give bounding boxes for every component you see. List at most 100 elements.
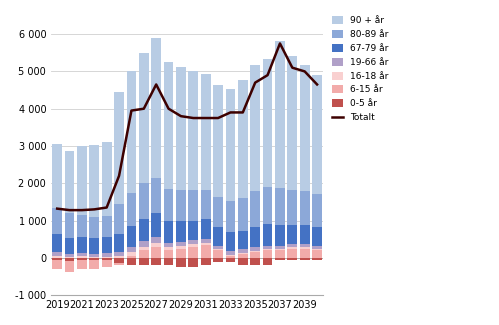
Totalt <box>228 111 234 114</box>
Bar <box>263 249 272 250</box>
Bar <box>287 190 297 225</box>
Bar <box>250 251 260 252</box>
Bar <box>52 252 62 256</box>
Bar <box>114 92 124 204</box>
Bar <box>189 221 198 240</box>
Bar <box>312 250 322 258</box>
Bar <box>151 178 161 213</box>
Bar <box>52 256 62 258</box>
Bar <box>89 238 99 254</box>
Totalt <box>166 107 172 111</box>
Bar <box>238 80 248 198</box>
Bar <box>226 232 235 251</box>
Bar <box>300 244 309 247</box>
Bar <box>275 246 285 249</box>
Bar <box>139 219 149 241</box>
Totalt <box>190 116 196 120</box>
Bar <box>300 258 309 260</box>
Bar <box>127 226 136 247</box>
Bar <box>127 258 136 265</box>
Bar <box>114 234 124 252</box>
Bar <box>77 260 87 269</box>
Totalt <box>116 174 122 178</box>
Bar <box>139 241 149 247</box>
Bar <box>201 219 211 239</box>
Bar <box>77 146 87 214</box>
Bar <box>77 237 87 253</box>
Bar <box>102 260 111 267</box>
Bar <box>52 234 62 252</box>
Bar <box>52 258 62 260</box>
Bar <box>89 145 99 217</box>
Totalt <box>91 207 97 211</box>
Bar <box>201 243 211 245</box>
Totalt <box>252 81 258 84</box>
Bar <box>312 227 322 246</box>
Totalt <box>153 83 159 86</box>
Bar <box>287 225 297 244</box>
Bar <box>213 197 223 227</box>
Bar <box>312 258 322 260</box>
Bar <box>102 237 111 253</box>
Bar <box>275 249 285 250</box>
Bar <box>102 216 111 237</box>
Bar <box>151 213 161 237</box>
Bar <box>164 247 173 250</box>
Totalt <box>314 83 320 86</box>
Totalt <box>54 207 60 211</box>
Bar <box>164 189 173 221</box>
Bar <box>300 65 309 191</box>
Bar <box>114 258 124 264</box>
Bar <box>77 256 87 258</box>
Totalt <box>141 107 147 111</box>
Bar <box>89 257 99 258</box>
Bar <box>238 254 248 258</box>
Bar <box>263 224 272 246</box>
Bar <box>312 249 322 250</box>
Bar <box>226 255 235 256</box>
Bar <box>263 188 272 224</box>
Totalt <box>277 42 283 46</box>
Bar <box>114 264 124 265</box>
Bar <box>213 249 223 250</box>
Bar <box>176 249 186 258</box>
Bar <box>263 250 272 258</box>
Bar <box>275 41 285 188</box>
Bar <box>238 231 248 249</box>
Bar <box>213 246 223 249</box>
Bar <box>164 221 173 243</box>
Bar <box>287 244 297 247</box>
Bar <box>226 89 235 201</box>
Bar <box>139 258 149 265</box>
Bar <box>238 253 248 254</box>
Bar <box>312 194 322 227</box>
Totalt <box>289 66 295 70</box>
Bar <box>238 258 248 265</box>
Line: Totalt: Totalt <box>57 44 317 210</box>
Totalt <box>178 114 184 118</box>
Bar <box>114 252 124 256</box>
Totalt <box>66 208 72 212</box>
Bar <box>89 217 99 238</box>
Bar <box>65 257 74 258</box>
Bar <box>287 56 297 190</box>
Bar <box>250 252 260 258</box>
Bar <box>127 252 136 256</box>
Bar <box>287 258 297 260</box>
Bar <box>263 258 272 265</box>
Bar <box>213 85 223 197</box>
Bar <box>176 258 186 267</box>
Bar <box>89 258 99 260</box>
Bar <box>176 246 186 249</box>
Bar <box>151 258 161 265</box>
Bar <box>176 189 186 221</box>
Bar <box>139 183 149 219</box>
Bar <box>250 247 260 251</box>
Bar <box>213 250 223 258</box>
Bar <box>287 247 297 249</box>
Bar <box>77 214 87 237</box>
Totalt <box>264 73 270 77</box>
Bar <box>114 256 124 258</box>
Bar <box>201 189 211 219</box>
Bar <box>250 227 260 247</box>
